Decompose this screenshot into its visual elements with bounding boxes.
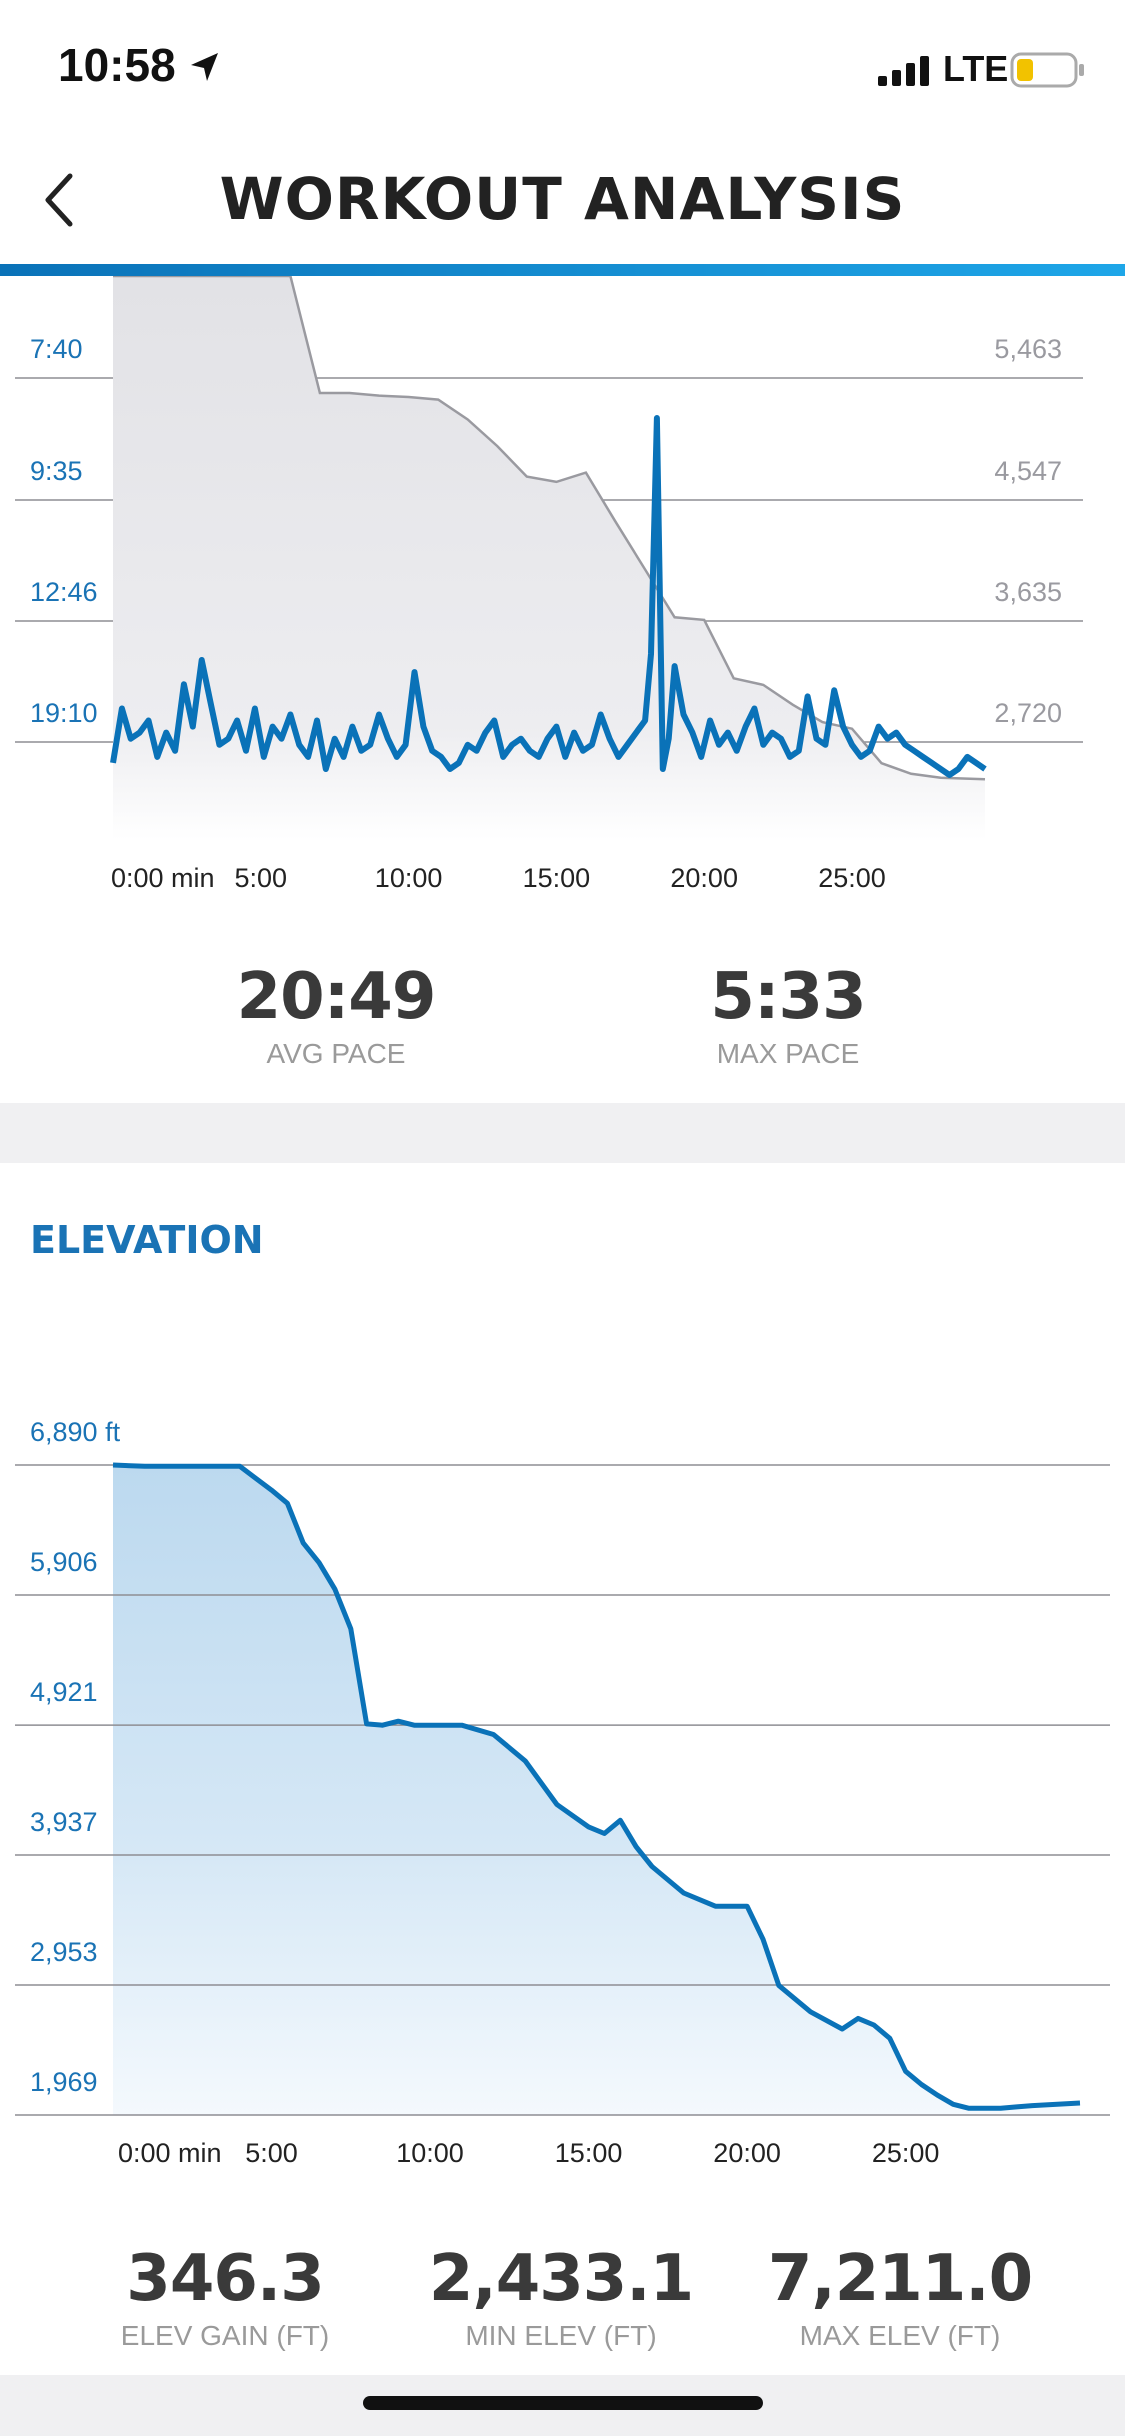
y-axis-right-label: 5,463 <box>994 334 1062 364</box>
x-axis-label: 0:00 min <box>118 2138 222 2168</box>
network-type: LTE <box>943 48 1009 89</box>
avg-pace-label: AVG PACE <box>266 1038 406 1069</box>
page-title: WORKOUT ANALYSIS <box>219 165 906 233</box>
min-elev-stat: 2,433.1 MIN ELEV (FT) <box>411 2242 711 2352</box>
x-axis-label: 0:00 min <box>111 863 215 893</box>
elev-gain-stat: 346.3 ELEV GAIN (FT) <box>75 2242 375 2352</box>
x-axis-label: 20:00 <box>670 863 738 893</box>
x-axis-label: 10:00 <box>375 863 443 893</box>
y-axis-label: 9:35 <box>30 456 83 486</box>
elevation-line <box>112 1462 1081 2111</box>
elev-gain-value: 346.3 <box>126 2242 324 2316</box>
elevation-area <box>113 1465 1080 2115</box>
x-axis-label: 15:00 <box>523 863 591 893</box>
pace-line <box>110 415 987 778</box>
home-indicator[interactable] <box>363 2396 763 2410</box>
y-axis-right-label: 4,547 <box>994 456 1062 486</box>
avg-pace-stat: 20:49 AVG PACE <box>186 960 486 1070</box>
elev-gain-label: ELEV GAIN (FT) <box>120 2320 330 2351</box>
signal-icon <box>878 56 929 86</box>
avg-pace-value: 20:49 <box>236 960 437 1034</box>
elevation-chart: 6,890 ft 5,906 4,921 3,937 2,953 1,969 0:00 m… <box>15 1417 1110 2168</box>
max-pace-stat: 5:33 MAX PACE <box>638 960 938 1070</box>
section-divider <box>0 1103 1125 1163</box>
max-elev-label: MAX ELEV (FT) <box>799 2320 1001 2351</box>
y-axis-label: 3,937 <box>30 1807 98 1837</box>
y-axis-label: 6,890 ft <box>30 1417 121 1447</box>
pace-elevation-line <box>113 276 986 781</box>
y-axis-right-label: 3,635 <box>994 577 1062 607</box>
status-bar: 10:58 LTE <box>0 0 1125 135</box>
y-axis-label: 12:46 <box>30 577 98 607</box>
max-pace-label: MAX PACE <box>716 1038 860 1069</box>
location-arrow-icon <box>191 53 218 81</box>
y-axis-label: 2,953 <box>30 1937 98 1967</box>
x-axis-label: 20:00 <box>713 2138 781 2168</box>
min-elev-value: 2,433.1 <box>428 2242 694 2316</box>
x-axis-label: 5:00 <box>245 2138 298 2168</box>
battery-icon <box>1010 52 1084 88</box>
min-elev-label: MIN ELEV (FT) <box>465 2320 657 2351</box>
header-accent-bar <box>0 264 1125 276</box>
x-axis-label: 10:00 <box>396 2138 464 2168</box>
pace-elevation-area <box>113 276 985 840</box>
elevation-title: ELEVATION <box>30 1218 264 1262</box>
y-axis-label: 19:10 <box>30 698 98 728</box>
y-axis-label: 4,921 <box>30 1677 98 1707</box>
back-button[interactable] <box>40 170 80 230</box>
max-elev-value: 7,211.0 <box>767 2242 1033 2316</box>
x-axis-label: 25:00 <box>818 863 886 893</box>
y-axis-label: 7:40 <box>30 334 83 364</box>
status-time: 10:58 <box>58 39 176 91</box>
max-pace-value: 5:33 <box>710 960 866 1034</box>
x-axis-label: 15:00 <box>555 2138 623 2168</box>
y-axis-label: 1,969 <box>30 2067 98 2097</box>
y-axis-label: 5,906 <box>30 1547 98 1577</box>
x-axis-label: 25:00 <box>872 2138 940 2168</box>
y-axis-right-label: 2,720 <box>994 698 1062 728</box>
x-axis-label: 5:00 <box>235 863 288 893</box>
max-elev-stat: 7,211.0 MAX ELEV (FT) <box>750 2242 1050 2352</box>
